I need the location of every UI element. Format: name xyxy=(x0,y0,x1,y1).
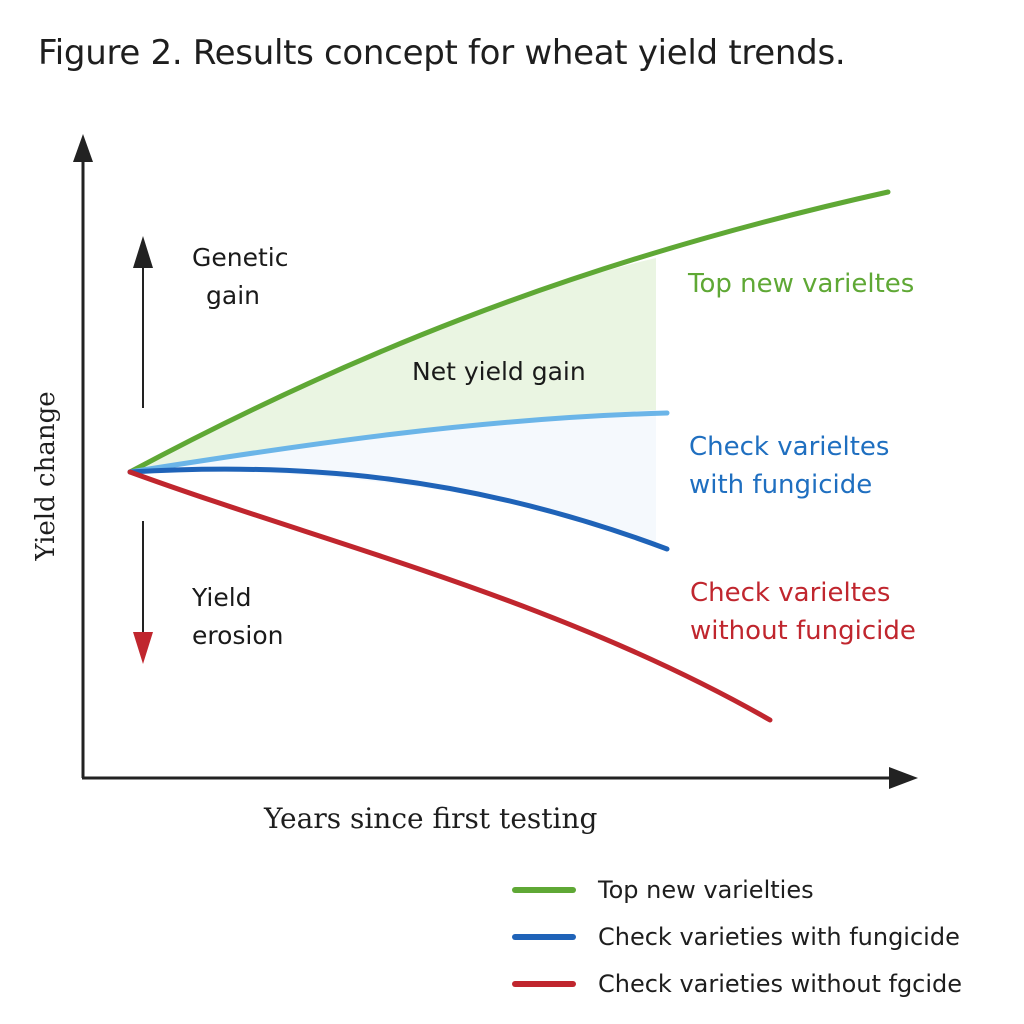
top-new-varieties-label: Top new varieltes xyxy=(688,269,915,299)
legend: Top new varielties Check varieties with … xyxy=(512,866,962,1007)
net-yield-gain-label: Net yield gain xyxy=(412,357,586,386)
legend-swatch-red xyxy=(512,980,576,987)
check-with-fungicide-label: Check varieltes with fungicide xyxy=(689,428,889,504)
x-axis-label: Years since first testing xyxy=(264,802,598,835)
line-check-with-fungicide xyxy=(127,466,670,552)
legend-swatch-blue xyxy=(512,933,576,940)
line-check-without-fungicide xyxy=(127,469,773,723)
yield-erosion-line2: erosion xyxy=(192,621,284,650)
y-axis-arrow-icon xyxy=(73,134,93,162)
genetic-gain-label: Genetic gain xyxy=(192,239,288,315)
line-check-with-fungicide-light xyxy=(127,410,670,475)
genetic-gain-line2: gain xyxy=(206,281,260,310)
down-arrow-icon xyxy=(133,632,153,664)
x-axis-arrow-icon xyxy=(889,767,918,789)
check-without-line2: without fungicide xyxy=(690,616,916,646)
yield-erosion-line1: Yield xyxy=(192,583,252,612)
genetic-gain-line1: Genetic xyxy=(192,243,289,272)
legend-item-check-with: Check varieties with fungicide xyxy=(512,913,962,960)
legend-swatch-green xyxy=(512,886,576,893)
legend-label: Top new varielties xyxy=(598,875,814,904)
check-with-line2: with fungicide xyxy=(689,470,873,500)
legend-item-check-without: Check varieties without fgcide xyxy=(512,960,962,1007)
up-arrow-icon xyxy=(133,236,153,268)
y-axis-label: Yield change xyxy=(31,391,61,561)
yield-erosion-label: Yield erosion xyxy=(192,579,284,655)
check-with-line1: Check varieltes xyxy=(689,432,890,462)
check-without-fungicide-label: Check varieltes without fungicide xyxy=(690,574,916,650)
check-without-line1: Check varieltes xyxy=(690,578,891,608)
line-top-new-varieties xyxy=(127,189,891,475)
legend-label: Check varieties with fungicide xyxy=(598,922,960,951)
legend-label: Check varieties without fgcide xyxy=(598,969,963,998)
figure-title: Figure 2. Results concept for wheat yiel… xyxy=(38,33,846,73)
legend-item-top-new: Top new varielties xyxy=(512,866,962,913)
